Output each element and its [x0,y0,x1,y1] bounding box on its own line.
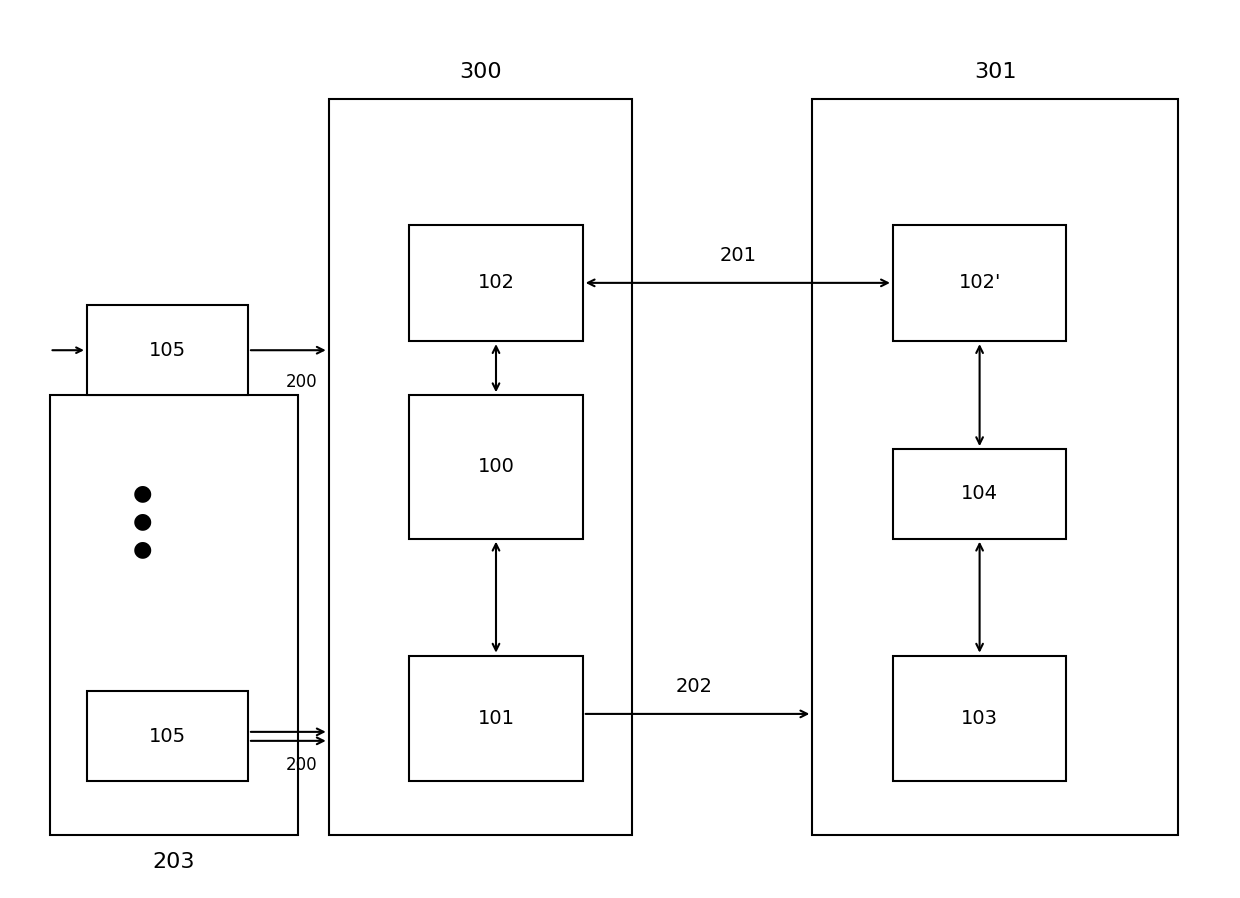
Text: 202: 202 [676,677,713,697]
Text: 300: 300 [459,62,502,82]
FancyArrowPatch shape [250,728,324,735]
FancyArrowPatch shape [585,710,807,718]
Text: 104: 104 [961,484,998,504]
Text: ●
●
●: ● ● ● [133,483,153,559]
FancyBboxPatch shape [329,99,632,835]
Text: 101: 101 [477,709,515,728]
FancyArrowPatch shape [492,347,500,390]
FancyBboxPatch shape [409,656,583,781]
FancyBboxPatch shape [87,305,248,395]
Text: 203: 203 [153,852,195,872]
Text: 201: 201 [719,246,756,266]
Text: 105: 105 [149,726,186,746]
FancyBboxPatch shape [409,395,583,539]
Text: 200: 200 [285,756,317,774]
FancyArrowPatch shape [588,279,888,286]
Text: 301: 301 [973,62,1017,82]
FancyBboxPatch shape [893,656,1066,781]
FancyArrowPatch shape [492,544,500,650]
Text: 105: 105 [149,340,186,360]
FancyArrowPatch shape [250,737,324,744]
Text: 200: 200 [285,373,317,391]
FancyBboxPatch shape [812,99,1178,835]
Text: 102: 102 [477,273,515,293]
Text: 102': 102' [959,273,1001,293]
FancyBboxPatch shape [893,449,1066,539]
Text: 103: 103 [961,709,998,728]
FancyArrowPatch shape [976,544,983,650]
FancyBboxPatch shape [893,224,1066,341]
FancyBboxPatch shape [50,395,298,835]
Text: 100: 100 [477,457,515,477]
FancyArrowPatch shape [250,347,324,354]
FancyBboxPatch shape [409,224,583,341]
FancyBboxPatch shape [87,691,248,781]
FancyArrowPatch shape [976,347,983,444]
